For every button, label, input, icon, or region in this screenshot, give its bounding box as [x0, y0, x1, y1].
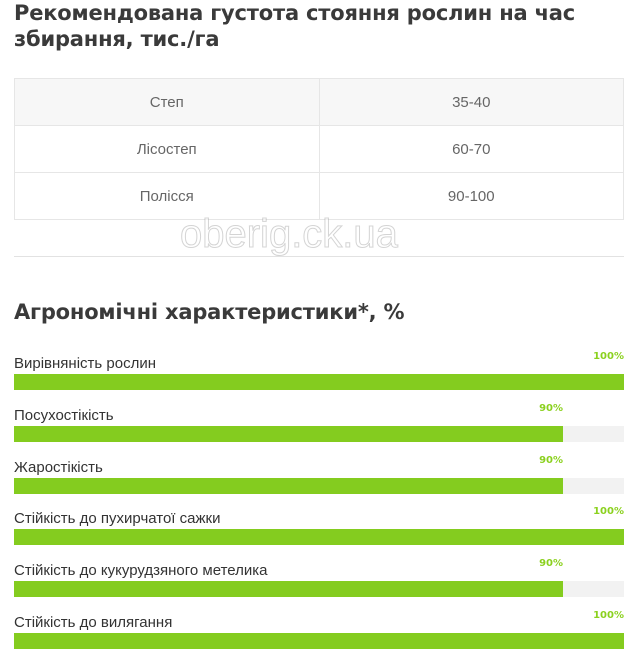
skill-bar: Стійкість до вилягання 100% — [14, 610, 624, 664]
value-cell: 35-40 — [318, 78, 624, 126]
skill-bar: Стійкість до пухирчатої сажки 100% — [14, 506, 624, 560]
value-cell: 60-70 — [318, 125, 624, 173]
skill-percent: 90% — [539, 454, 563, 466]
progress-track — [14, 633, 624, 649]
skill-bar: Стійкість до кукурудзяного метелика 90% — [14, 558, 624, 612]
skill-label: Вирівняність рослин — [14, 355, 157, 372]
skill-percent: 100% — [593, 610, 624, 621]
table-row: Лісостеп 60-70 — [14, 125, 624, 173]
skill-percent: 90% — [539, 402, 563, 414]
skill-label: Стійкість до кукурудзяного метелика — [14, 562, 268, 580]
zone-cell: Полісся — [14, 172, 320, 220]
table-row: Степ 35-40 — [14, 78, 624, 126]
skill-label: Стійкість до вилягання — [14, 614, 173, 631]
skill-percent: 100% — [593, 351, 624, 362]
progress-fill — [14, 529, 624, 546]
progress-fill — [14, 633, 624, 649]
agro-title: Агрономічні характеристики*, % — [14, 300, 405, 324]
zone-cell: Степ — [14, 78, 320, 126]
progress-fill — [14, 477, 563, 494]
skill-bar: Вирівняність рослин 100% — [14, 351, 624, 405]
progress-fill — [14, 374, 624, 390]
value-cell: 90-100 — [318, 172, 624, 220]
progress-fill — [14, 425, 563, 442]
progress-track — [14, 374, 624, 390]
skill-bar: Жаростікість 90% — [14, 455, 624, 509]
progress-track — [14, 477, 624, 494]
skill-label: Посухостікість — [14, 406, 114, 424]
density-table: Степ 35-40 Лісостеп 60-70 Полісся 90-100 — [14, 78, 624, 220]
skill-bar: Посухостікість 90% — [14, 403, 624, 457]
progress-track — [14, 425, 624, 442]
density-title: Рекомендована густота стояння рослин на … — [14, 1, 576, 51]
divider — [14, 256, 624, 257]
zone-cell: Лісостеп — [14, 125, 320, 173]
skill-label: Жаростікість — [14, 458, 103, 476]
table-row: Полісся 90-100 — [14, 172, 624, 220]
skill-label: Стійкість до пухирчатої сажки — [14, 510, 221, 528]
progress-track — [14, 581, 624, 598]
skill-percent: 90% — [539, 558, 563, 570]
progress-fill — [14, 581, 563, 598]
progress-track — [14, 529, 624, 546]
skill-percent: 100% — [593, 506, 624, 518]
